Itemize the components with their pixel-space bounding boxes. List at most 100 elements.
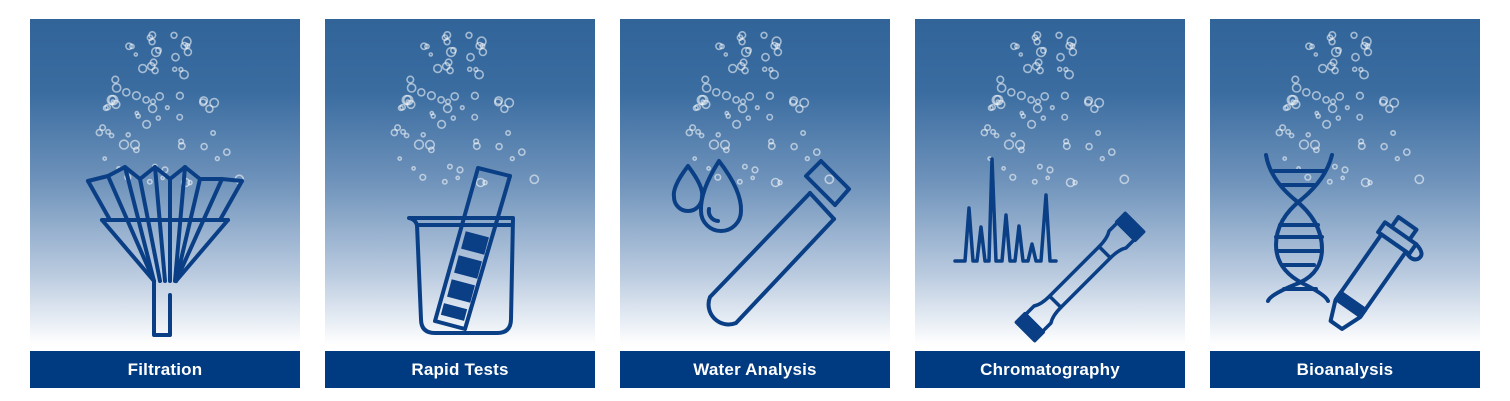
category-card-water-analysis[interactable]: Water Analysis bbox=[620, 19, 890, 388]
bubble bbox=[761, 66, 768, 73]
bubble bbox=[1305, 132, 1311, 138]
bubble bbox=[466, 52, 475, 62]
bubble bbox=[766, 113, 774, 121]
category-image-rapid-tests bbox=[325, 19, 595, 345]
bubble bbox=[420, 132, 426, 138]
bubble bbox=[129, 43, 135, 50]
bubble bbox=[178, 138, 185, 145]
bubble bbox=[456, 166, 464, 174]
bubble bbox=[712, 88, 721, 97]
bubble bbox=[1010, 42, 1018, 51]
bubble bbox=[529, 174, 540, 185]
bubble bbox=[413, 139, 425, 150]
bubble bbox=[210, 130, 217, 137]
category-tiles: Filtration Rapid Tests bbox=[30, 19, 1480, 388]
bubble bbox=[1414, 174, 1425, 185]
bubble bbox=[765, 91, 775, 101]
bubble bbox=[1335, 115, 1342, 121]
bubble bbox=[1084, 96, 1094, 106]
bubble bbox=[996, 83, 1007, 93]
bubble bbox=[176, 113, 184, 121]
bubble bbox=[1033, 38, 1041, 46]
funnel-filter-icon bbox=[86, 165, 244, 337]
bubble bbox=[745, 46, 753, 54]
bubble bbox=[1095, 130, 1102, 137]
bubble bbox=[179, 69, 189, 80]
bubble bbox=[111, 83, 122, 93]
bubble bbox=[770, 177, 781, 188]
bubble bbox=[199, 96, 209, 106]
bubble bbox=[1326, 61, 1336, 71]
bubble bbox=[1284, 103, 1291, 111]
bubble bbox=[1335, 92, 1345, 101]
bubbles-decoration bbox=[95, 31, 245, 188]
bubble bbox=[1279, 124, 1287, 132]
bubble bbox=[980, 128, 989, 137]
bubble bbox=[732, 96, 740, 104]
bubble bbox=[399, 103, 406, 111]
category-card-filtration[interactable]: Filtration bbox=[30, 19, 300, 388]
bubble bbox=[95, 128, 104, 137]
bubble bbox=[482, 179, 488, 186]
bubble bbox=[155, 115, 162, 121]
bubble bbox=[122, 88, 131, 97]
bubble bbox=[160, 175, 166, 181]
bubble bbox=[205, 104, 214, 114]
bubble bbox=[105, 128, 112, 135]
bubble bbox=[1363, 47, 1373, 57]
bubble bbox=[149, 98, 157, 105]
bubble bbox=[1275, 128, 1284, 137]
bubble bbox=[441, 178, 448, 185]
bubble bbox=[420, 42, 428, 51]
bubble bbox=[1072, 179, 1078, 186]
bubble bbox=[1107, 148, 1116, 156]
bubble bbox=[771, 36, 782, 47]
category-card-bioanalysis[interactable]: Bioanalysis bbox=[1210, 19, 1480, 388]
bubble bbox=[106, 94, 117, 106]
bubble bbox=[738, 38, 746, 46]
bubble bbox=[1061, 113, 1069, 121]
bubble bbox=[170, 31, 178, 39]
bubble bbox=[1040, 46, 1048, 54]
bubble bbox=[442, 103, 453, 114]
bubble bbox=[450, 46, 458, 54]
bubbles-decoration bbox=[980, 31, 1130, 188]
bubble bbox=[1282, 156, 1288, 162]
bubble bbox=[99, 124, 107, 132]
bubble bbox=[222, 148, 231, 156]
bubble bbox=[701, 75, 710, 84]
bubble bbox=[1314, 110, 1320, 116]
category-card-rapid-tests[interactable]: Rapid Tests bbox=[325, 19, 595, 388]
bubble bbox=[989, 103, 996, 111]
bubble bbox=[708, 139, 720, 150]
chromatogram-column-icon bbox=[953, 157, 1146, 343]
bubble bbox=[443, 38, 451, 46]
bubble bbox=[1317, 63, 1328, 74]
bubble bbox=[1326, 178, 1333, 185]
bubble bbox=[428, 146, 435, 154]
bubble bbox=[200, 142, 208, 151]
bubble bbox=[1036, 163, 1043, 170]
bubble bbox=[1026, 119, 1037, 129]
bubble bbox=[1001, 165, 1007, 171]
bubble bbox=[437, 96, 445, 104]
bubble bbox=[812, 148, 821, 156]
bubble bbox=[1350, 31, 1358, 39]
bubble bbox=[1055, 31, 1063, 39]
bubble bbox=[1094, 97, 1105, 108]
bubble bbox=[432, 63, 443, 74]
bubble bbox=[1298, 139, 1310, 150]
dna-vial-icon bbox=[1264, 153, 1424, 331]
bubble bbox=[455, 175, 461, 181]
bubble bbox=[1010, 132, 1016, 138]
bubble bbox=[517, 148, 526, 156]
bubble bbox=[1322, 96, 1330, 104]
bubble bbox=[505, 130, 512, 137]
bubble bbox=[129, 139, 141, 150]
bubble bbox=[984, 124, 992, 132]
bubble bbox=[719, 139, 731, 150]
bubble bbox=[996, 75, 1005, 84]
bubble bbox=[155, 92, 165, 101]
bubble bbox=[1049, 104, 1055, 111]
category-card-chromatography[interactable]: Chromatography bbox=[915, 19, 1185, 388]
